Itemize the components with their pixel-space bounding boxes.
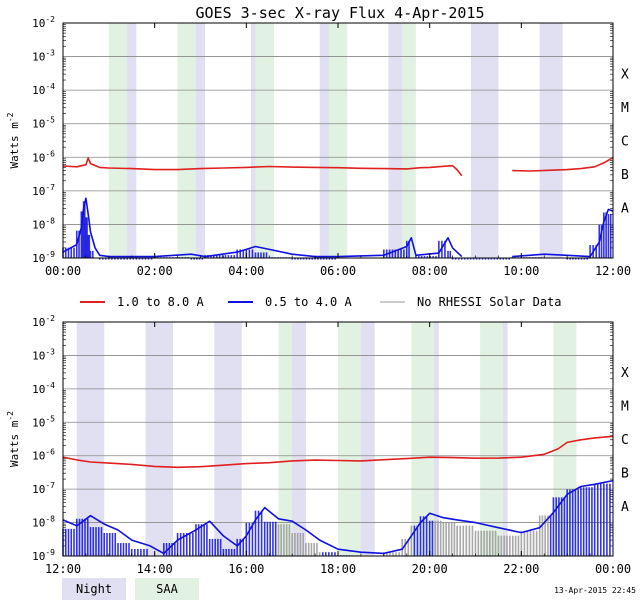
shade-legend-item: Night xyxy=(62,578,126,600)
y-tick-label: 10-4 xyxy=(32,381,55,396)
chart-title: GOES 3-sec X-ray Flux 4-Apr-2015 xyxy=(196,4,485,22)
shade-legend-label: SAA xyxy=(156,582,178,596)
short-channel-line xyxy=(62,479,614,555)
y-tick-label: 10-2 xyxy=(32,314,55,329)
shade-legend: Night SAA xyxy=(62,578,199,600)
long-channel-line xyxy=(62,157,463,177)
flare-class-label: M xyxy=(621,101,629,116)
long-channel-line xyxy=(62,435,614,469)
x-tick-label: 02:00 xyxy=(137,264,173,278)
chart-panels: 10-9 10-8 10-7 10-6 10-5 10-4 10-3 10-2 Watts m-… xyxy=(6,15,631,576)
night-band xyxy=(214,322,242,556)
x-tick-label: 20:00 xyxy=(412,562,448,576)
y-tick-label: 10-5 xyxy=(32,116,55,131)
x-tick-label: 00:00 xyxy=(45,264,81,278)
legend-item: No RHESSI Solar Data xyxy=(380,295,562,309)
y-tick-label: 10-3 xyxy=(32,49,55,64)
shade-legend-item: SAA xyxy=(135,578,199,600)
x-tick-label: 12:00 xyxy=(595,264,631,278)
y-axis-label: Watts m-2 xyxy=(6,411,21,467)
y-tick-label: 10-3 xyxy=(32,347,55,362)
x-tick-label: 18:00 xyxy=(320,562,356,576)
flare-class-label: X xyxy=(621,67,629,82)
saa-band xyxy=(328,23,348,258)
y-tick-label: 10-4 xyxy=(32,82,55,97)
legend-item: 0.5 to 4.0 A xyxy=(228,295,352,309)
legend-label: 1.0 to 8.0 A xyxy=(117,295,204,309)
flare-class-label: A xyxy=(621,500,629,515)
panel-1: 10-9 10-8 10-7 10-6 10-5 10-4 10-3 10-2 Watts m-… xyxy=(6,15,631,278)
night-band xyxy=(76,322,105,556)
flare-class-label: X xyxy=(621,366,629,381)
legend-label: No RHESSI Solar Data xyxy=(417,295,562,309)
y-tick-label: 10-7 xyxy=(32,183,55,198)
y-tick-label: 10-9 xyxy=(32,548,55,563)
long-channel-line xyxy=(512,156,614,172)
x-tick-label: 16:00 xyxy=(228,562,264,576)
saa-band xyxy=(278,322,293,556)
saa-band xyxy=(177,23,196,258)
saa-band xyxy=(108,23,128,258)
saa-band xyxy=(480,322,503,556)
saa-band xyxy=(255,23,274,258)
flare-class-label: B xyxy=(621,466,629,481)
timestamp: 13-Apr-2015 22:45 xyxy=(554,586,636,595)
y-tick-label: 10-9 xyxy=(32,250,55,265)
night-band xyxy=(539,23,563,258)
shade-legend-swatch xyxy=(62,578,126,600)
flare-class-label: A xyxy=(621,202,629,217)
y-tick-label: 10-8 xyxy=(32,216,55,231)
y-axis-label: Watts m-2 xyxy=(6,112,21,168)
x-tick-label: 04:00 xyxy=(228,264,264,278)
y-tick-label: 10-7 xyxy=(32,481,55,496)
x-tick-label: 12:00 xyxy=(45,562,81,576)
flare-class-label: C xyxy=(621,433,629,448)
y-tick-label: 10-2 xyxy=(32,15,55,30)
x-tick-label: 06:00 xyxy=(320,264,356,278)
y-tick-label: 10-6 xyxy=(32,448,55,463)
short-channel-line xyxy=(62,197,463,258)
panel-2: 10-9 10-8 10-7 10-6 10-5 10-4 10-3 10-2 Watts m-… xyxy=(6,314,631,576)
y-tick-label: 10-5 xyxy=(32,414,55,429)
x-tick-label: 10:00 xyxy=(503,264,539,278)
flare-class-label: C xyxy=(621,135,629,150)
legend-label: 0.5 to 4.0 A xyxy=(265,295,352,309)
x-tick-label: 08:00 xyxy=(412,264,448,278)
flare-class-label: M xyxy=(621,400,629,415)
x-tick-label: 14:00 xyxy=(137,562,173,576)
legend-item: 1.0 to 8.0 A xyxy=(80,295,204,309)
saa-band xyxy=(402,23,416,258)
x-tick-label: 00:00 xyxy=(595,562,631,576)
short-channel-line xyxy=(512,208,614,258)
flare-class-label: B xyxy=(621,168,629,183)
saa-band xyxy=(411,322,435,556)
saa-band xyxy=(338,322,361,556)
y-tick-label: 10-6 xyxy=(32,149,55,164)
night-band xyxy=(470,23,499,258)
shade-legend-label: Night xyxy=(76,582,112,596)
x-tick-label: 22:00 xyxy=(503,562,539,576)
shade-legend-swatch xyxy=(135,578,199,600)
night-band xyxy=(145,322,173,556)
legend: 1.0 to 8.0 A 0.5 to 4.0 A No RHESSI Solar … xyxy=(80,295,562,309)
y-tick-label: 10-8 xyxy=(32,515,55,530)
